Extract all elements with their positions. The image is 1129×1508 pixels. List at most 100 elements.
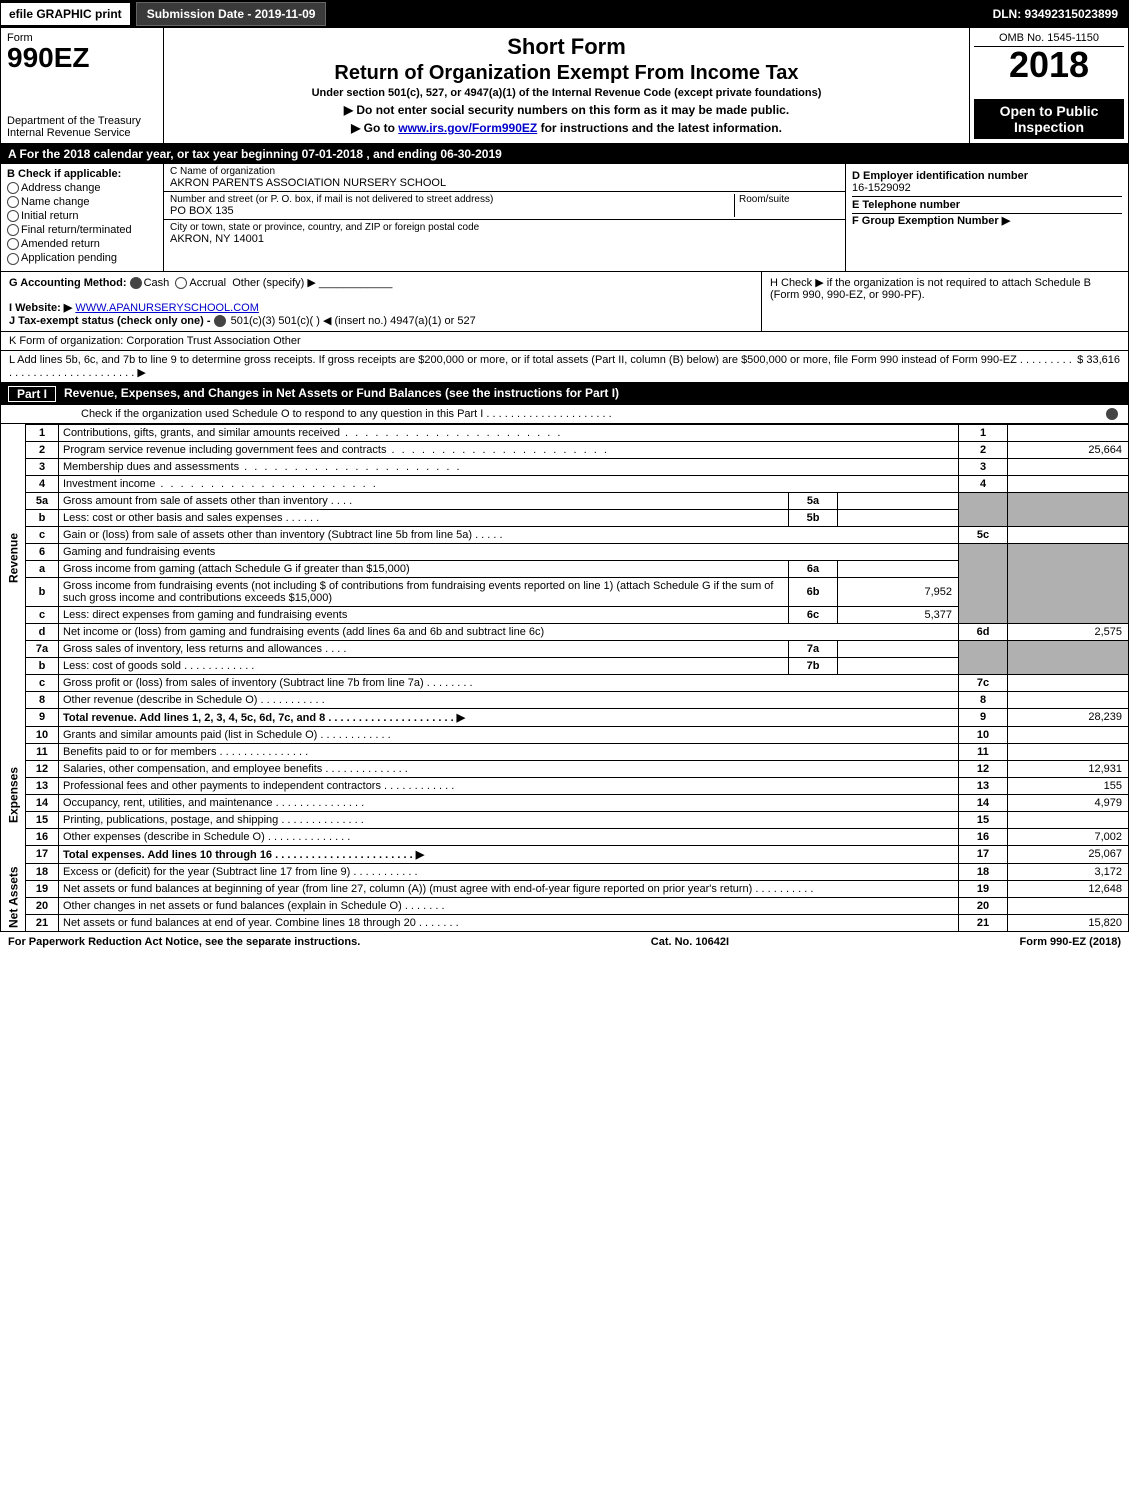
ln11-num: 11 bbox=[26, 743, 59, 760]
ln15-num: 15 bbox=[26, 811, 59, 828]
ln6c-sub: 6c bbox=[789, 606, 838, 623]
ln6a-sub: 6a bbox=[789, 560, 838, 577]
ln12-amt: 12,931 bbox=[1008, 760, 1129, 777]
ln7a-sub: 7a bbox=[789, 640, 838, 657]
ledger-table: Revenue 1 Contributions, gifts, grants, … bbox=[0, 424, 1129, 932]
ln20-num: 20 bbox=[26, 897, 59, 914]
footer-center: Cat. No. 10642I bbox=[651, 936, 729, 948]
ln5a-subamt bbox=[838, 492, 959, 509]
info-grid: B Check if applicable: Address change Na… bbox=[0, 164, 1129, 272]
chk-address-change[interactable]: Address change bbox=[7, 182, 157, 194]
ln6d-num: d bbox=[26, 623, 59, 640]
ln5c-amt bbox=[1008, 526, 1129, 543]
g-cash-radio[interactable] bbox=[130, 277, 142, 289]
ln6c-subamt: 5,377 bbox=[838, 606, 959, 623]
irs-link[interactable]: www.irs.gov/Form990EZ bbox=[398, 121, 537, 135]
ln6b-subamt: 7,952 bbox=[838, 577, 959, 606]
ln6-desc: Gaming and fundraising events bbox=[59, 543, 959, 560]
dln-label: DLN: 93492315023899 bbox=[983, 3, 1128, 25]
ln9-box: 9 bbox=[959, 708, 1008, 726]
c-city-label: City or town, state or province, country… bbox=[170, 222, 839, 233]
ln18-amt: 3,172 bbox=[1008, 863, 1129, 880]
ln14-desc: Occupancy, rent, utilities, and maintena… bbox=[63, 797, 273, 809]
h-text: H Check ▶ if the organization is not req… bbox=[770, 277, 1091, 301]
part1-check-line: Check if the organization used Schedule … bbox=[0, 405, 1129, 424]
ln6-num: 6 bbox=[26, 543, 59, 560]
f-group-label: F Group Exemption Number ▶ bbox=[852, 215, 1010, 227]
chk-amended-return[interactable]: Amended return bbox=[7, 238, 157, 250]
c-room-label: Room/suite bbox=[739, 194, 839, 205]
j-opts: 501(c)(3) 501(c)( ) ◀ (insert no.) 4947(… bbox=[231, 315, 476, 327]
title-return: Return of Organization Exempt From Incom… bbox=[172, 62, 961, 85]
section-revenue: Revenue bbox=[1, 424, 26, 691]
ln19-desc: Net assets or fund balances at beginning… bbox=[63, 883, 752, 895]
ln13-desc: Professional fees and other payments to … bbox=[63, 780, 381, 792]
e-phone-label: E Telephone number bbox=[852, 199, 960, 211]
ln21-num: 21 bbox=[26, 914, 59, 931]
top-bar: efile GRAPHIC print Submission Date - 20… bbox=[0, 0, 1129, 28]
j-501c3-radio[interactable] bbox=[214, 315, 226, 327]
ln9-desc: Total revenue. Add lines 1, 2, 3, 4, 5c,… bbox=[59, 708, 959, 726]
k-line: K Form of organization: Corporation Trus… bbox=[0, 332, 1129, 351]
ln6b-sub: 6b bbox=[789, 577, 838, 606]
dept-treasury: Department of the Treasury Internal Reve… bbox=[7, 115, 157, 139]
i-website-link[interactable]: WWW.APANURSERYSCHOOL.COM bbox=[75, 302, 259, 314]
ln11-amt bbox=[1008, 743, 1129, 760]
c-name-label: C Name of organization bbox=[170, 166, 839, 177]
ln6d-amt: 2,575 bbox=[1008, 623, 1129, 640]
ln11-desc: Benefits paid to or for members bbox=[63, 746, 216, 758]
chk-final-return[interactable]: Final return/terminated bbox=[7, 224, 157, 236]
ln16-box: 16 bbox=[959, 828, 1008, 845]
ln5b-num: b bbox=[26, 509, 59, 526]
dept-line2: Internal Revenue Service bbox=[7, 127, 157, 139]
d-ein-label: D Employer identification number bbox=[852, 170, 1028, 182]
section-netassets: Net Assets bbox=[1, 863, 26, 931]
chk-name-change[interactable]: Name change bbox=[7, 196, 157, 208]
form-number: 990EZ bbox=[7, 44, 157, 72]
part1-check-radio[interactable] bbox=[1106, 408, 1118, 420]
instr-goto-pre: ▶ Go to bbox=[351, 121, 398, 135]
ln8-desc: Other revenue (describe in Schedule O) bbox=[63, 694, 257, 706]
chk-application-pending[interactable]: Application pending bbox=[7, 252, 157, 264]
ln20-amt bbox=[1008, 897, 1129, 914]
d-ein-value: 16-1529092 bbox=[852, 182, 911, 194]
ln12-desc: Salaries, other compensation, and employ… bbox=[63, 763, 322, 775]
ln15-desc: Printing, publications, postage, and shi… bbox=[63, 814, 278, 826]
ln2-amt: 25,664 bbox=[1008, 441, 1129, 458]
efile-print-label[interactable]: efile GRAPHIC print bbox=[1, 3, 130, 25]
ln5a-sub: 5a bbox=[789, 492, 838, 509]
part1-label: Part I bbox=[8, 386, 56, 402]
chk-initial-return[interactable]: Initial return bbox=[7, 210, 157, 222]
ln12-num: 12 bbox=[26, 760, 59, 777]
instr-ssn: ▶ Do not enter social security numbers o… bbox=[172, 103, 961, 117]
j-tax-exempt-label: J Tax-exempt status (check only one) - bbox=[9, 315, 211, 327]
ln2-num: 2 bbox=[26, 441, 59, 458]
ln5b-desc: Less: cost or other basis and sales expe… bbox=[63, 512, 283, 524]
g-accrual-radio[interactable] bbox=[175, 277, 187, 289]
c-city-value: AKRON, NY 14001 bbox=[170, 233, 839, 245]
footer-left: For Paperwork Reduction Act Notice, see … bbox=[8, 936, 360, 948]
c-addr-value: PO BOX 135 bbox=[170, 205, 734, 217]
ln20-box: 20 bbox=[959, 897, 1008, 914]
ln5a-desc: Gross amount from sale of assets other t… bbox=[63, 495, 328, 507]
ln17-amt: 25,067 bbox=[1008, 845, 1129, 863]
header-left: Form 990EZ Department of the Treasury In… bbox=[1, 28, 164, 143]
header-right: OMB No. 1545-1150 2018 Open to Public In… bbox=[970, 28, 1128, 143]
l-amount: $ 33,616 bbox=[1077, 354, 1120, 379]
ln10-box: 10 bbox=[959, 726, 1008, 743]
ln8-box: 8 bbox=[959, 691, 1008, 708]
ln7b-num: b bbox=[26, 657, 59, 674]
ln1-amt bbox=[1008, 424, 1129, 441]
ln15-box: 15 bbox=[959, 811, 1008, 828]
ln17-desc: Total expenses. Add lines 10 through 16 … bbox=[59, 845, 959, 863]
ln6c-num: c bbox=[26, 606, 59, 623]
period-begin: A For the 2018 calendar year, or tax yea… bbox=[8, 147, 363, 161]
l-text: L Add lines 5b, 6c, and 7b to line 9 to … bbox=[9, 354, 1077, 379]
ln20-desc: Other changes in net assets or fund bala… bbox=[63, 900, 402, 912]
i-website-label: I Website: ▶ bbox=[9, 302, 72, 314]
ln5c-desc: Gain or (loss) from sale of assets other… bbox=[63, 529, 472, 541]
g-accounting: G Accounting Method: Cash Accrual Other … bbox=[1, 272, 762, 331]
ln3-num: 3 bbox=[26, 458, 59, 475]
h-check: H Check ▶ if the organization is not req… bbox=[762, 272, 1128, 331]
ln9-amt: 28,239 bbox=[1008, 708, 1129, 726]
